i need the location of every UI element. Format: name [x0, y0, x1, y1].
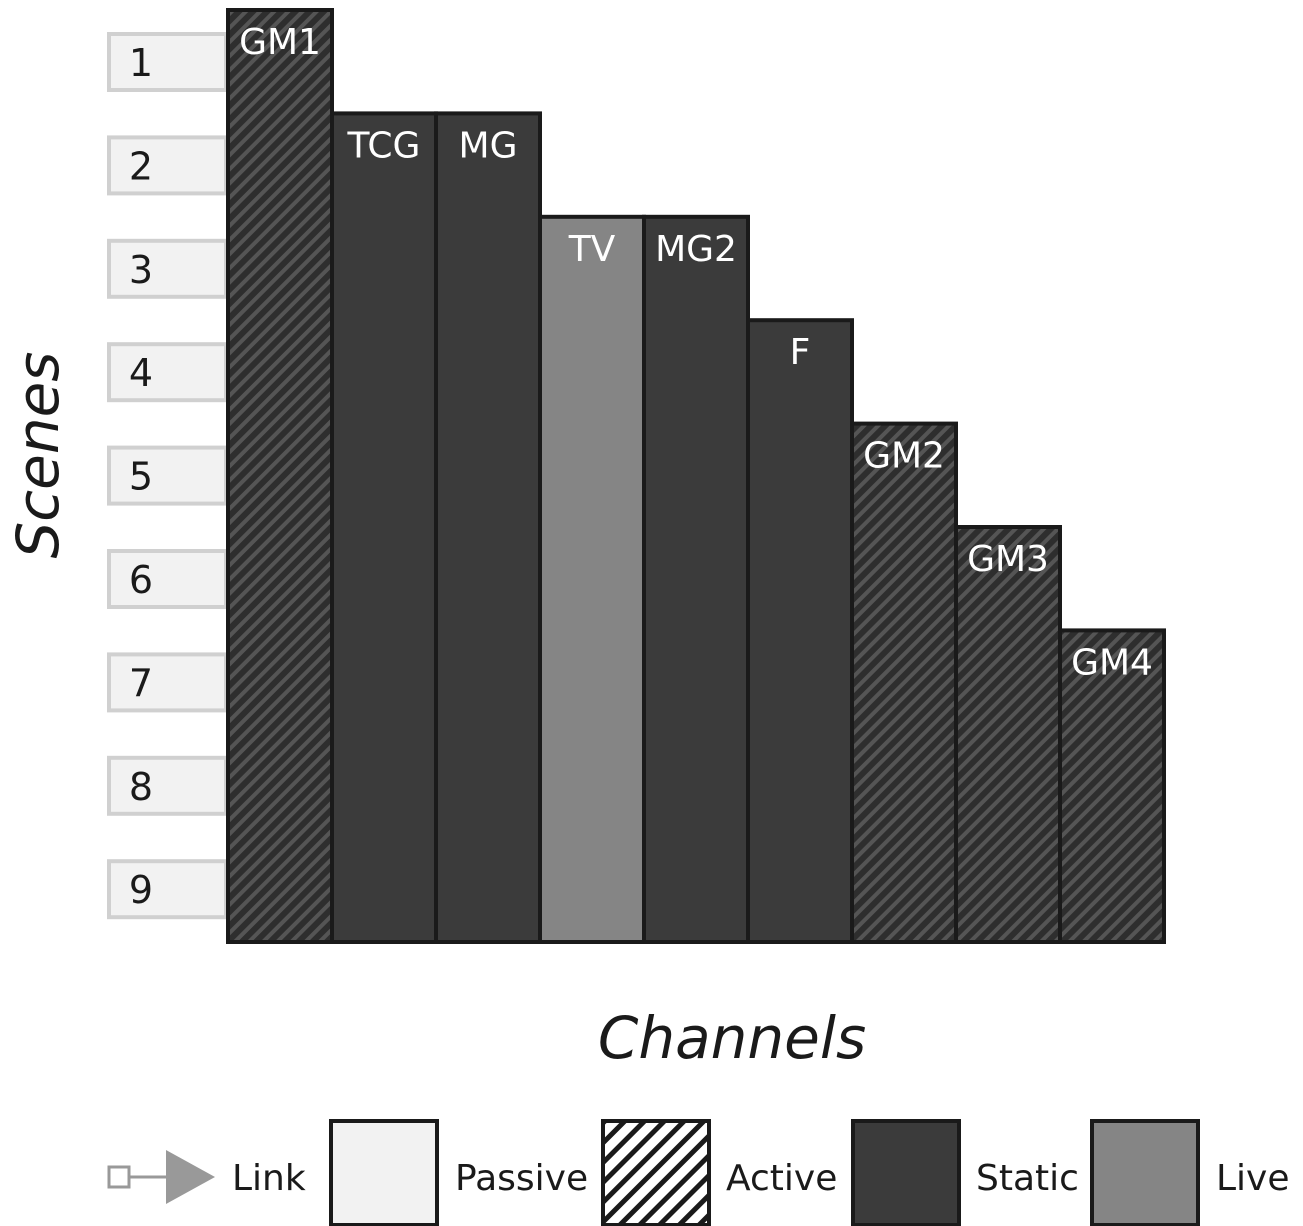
- legend-label-active: Active: [726, 1158, 837, 1199]
- scene-tab-box: [107, 652, 228, 713]
- scene-number: 4: [129, 351, 153, 395]
- active-swatch: [601, 1119, 711, 1226]
- scene-tab: 1: [107, 32, 228, 92]
- channel-bar-active: [850, 421, 958, 945]
- channel-bar-live: [538, 214, 646, 945]
- legend-label-passive: Passive: [455, 1158, 588, 1199]
- channel-column: GM4: [1058, 628, 1166, 945]
- scene-tab: 4: [107, 342, 228, 403]
- scene-tab-box: [107, 32, 228, 92]
- scene-number: 8: [129, 765, 153, 809]
- channel-bar-active: [226, 8, 334, 944]
- channel-bar-active: [1058, 628, 1166, 945]
- scene-tab-box: [107, 859, 228, 920]
- scene-tab-box: [107, 135, 228, 196]
- scene-number: 5: [129, 455, 153, 499]
- channel-label: GM3: [967, 539, 1049, 580]
- scene-tab-box: [107, 238, 228, 299]
- legend-label-live: Live: [1216, 1158, 1290, 1199]
- channel-label: GM4: [1071, 642, 1153, 683]
- channel-label: GM1: [239, 22, 321, 63]
- scene-tabs: 1 2 3 4 5 6 7 8 9: [107, 32, 228, 920]
- scene-number: 3: [129, 248, 153, 292]
- legend-item-active: Active: [601, 1119, 837, 1226]
- live-swatch: [1090, 1119, 1200, 1226]
- channel-bar-static: [642, 214, 750, 945]
- scene-number: 2: [129, 144, 153, 188]
- scene-number: 6: [129, 558, 153, 602]
- scene-tab: 8: [107, 755, 228, 816]
- channel-label: F: [790, 332, 811, 373]
- legend-item-static: Static: [851, 1119, 1079, 1226]
- link-arrow-icon: [166, 1150, 215, 1204]
- channel-column: MG2: [642, 214, 750, 945]
- channel-column: GM3: [954, 525, 1062, 944]
- channel-column: TV: [538, 214, 646, 945]
- channel-column: TCG: [330, 111, 438, 944]
- channel-label: MG: [459, 125, 518, 166]
- legend-item-link: Link: [107, 1150, 306, 1204]
- channel-bar-static: [746, 318, 854, 944]
- y-axis-label: Scenes: [4, 351, 72, 558]
- passive-swatch: [329, 1119, 439, 1226]
- legend-item-passive: Passive: [329, 1119, 588, 1226]
- channel-label: MG2: [655, 229, 737, 270]
- legend-label-link: Link: [232, 1158, 306, 1199]
- scene-tab-box: [107, 755, 228, 816]
- scene-tab: 3: [107, 238, 228, 299]
- scene-tab: 9: [107, 859, 228, 920]
- x-axis-label: Channels: [598, 1004, 866, 1072]
- scene-tab: 6: [107, 549, 228, 609]
- channel-bar-static: [434, 111, 542, 944]
- scene-number: 7: [129, 661, 153, 705]
- channel-label: TV: [568, 229, 616, 270]
- scene-tab-box: [107, 549, 228, 609]
- scene-tab: 7: [107, 652, 228, 713]
- channel-column: F: [746, 318, 854, 944]
- scene-tab-box: [107, 445, 228, 506]
- channel-bar-active: [954, 525, 1062, 944]
- scene-tab: 5: [107, 445, 228, 506]
- scene-number: 9: [129, 868, 153, 912]
- channel-column: MG: [434, 111, 542, 944]
- legend: Link Passive Active Static Live: [107, 1119, 1290, 1226]
- channel-column: GM2: [850, 421, 958, 945]
- channel-columns: GM1 TCG MG TV MG2 F GM2 GM3 GM4: [226, 8, 1166, 945]
- legend-item-live: Live: [1090, 1119, 1290, 1226]
- scene-tab-box: [107, 342, 228, 403]
- channel-bar-static: [330, 111, 438, 944]
- channel-label: GM2: [863, 436, 945, 477]
- channel-column: GM1: [226, 8, 334, 944]
- scene-tab: 2: [107, 135, 228, 196]
- channel-label: TCG: [347, 125, 421, 166]
- legend-label-static: Static: [976, 1158, 1079, 1199]
- scene-number: 1: [129, 41, 153, 85]
- static-swatch: [851, 1119, 961, 1226]
- link-square-icon: [107, 1165, 131, 1189]
